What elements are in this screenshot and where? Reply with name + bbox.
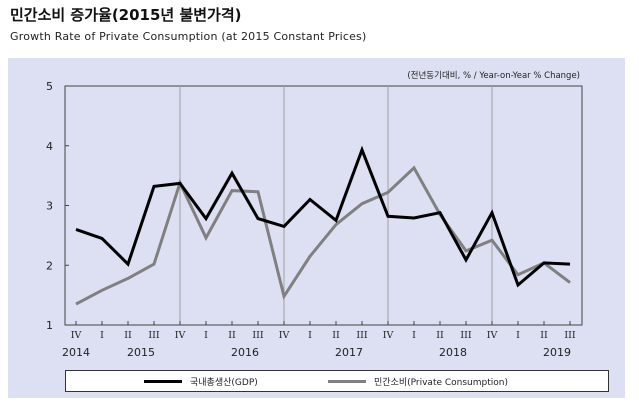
x-tick-label-3: III <box>148 330 160 341</box>
x-tick-label-7: III <box>252 330 264 341</box>
year-label-2016: 2016 <box>231 346 259 359</box>
x-tick-label-11: III <box>356 330 368 341</box>
y-tick-label-2: 2 <box>46 259 53 272</box>
x-tick-label-8: IV <box>279 330 290 341</box>
chart-title: 민간소비 증가율(2015년 불변가격) <box>10 6 242 24</box>
y-tick-label-3: 3 <box>46 200 53 213</box>
x-tick-label-14: II <box>436 330 444 341</box>
legend: 국내총생산(GDP) 민간소비(Private Consumption) <box>65 370 609 392</box>
chart-subtitle: Growth Rate of Private Consumption (at 2… <box>10 30 367 43</box>
legend-item-private-consumption: 민간소비(Private Consumption) <box>328 371 508 391</box>
y-tick-label-5: 5 <box>46 80 53 93</box>
y-tick-label-4: 4 <box>46 140 53 153</box>
year-label-2017: 2017 <box>335 346 363 359</box>
year-label-2014: 2014 <box>62 346 90 359</box>
y-tick-label-1: 1 <box>46 319 53 332</box>
legend-label-gdp: 국내총생산(GDP) <box>190 377 258 388</box>
series-line-private-consumption <box>75 165 571 306</box>
x-tick-label-18: II <box>540 330 548 341</box>
unit-note: (전년동기대비, % / Year-on-Year % Change) <box>407 70 580 81</box>
year-label-2018: 2018 <box>439 346 467 359</box>
x-tick-label-4: IV <box>175 330 186 341</box>
x-tick-label-6: II <box>228 330 236 341</box>
x-tick-label-5: I <box>204 330 208 341</box>
x-tick-label-16: IV <box>487 330 498 341</box>
legend-label-private-consumption: 민간소비(Private Consumption) <box>374 377 508 388</box>
x-tick-label-0: IV <box>71 330 82 341</box>
year-label-2015: 2015 <box>127 346 155 359</box>
x-tick-label-9: I <box>308 330 312 341</box>
plot-panel <box>8 58 625 398</box>
x-tick-label-15: III <box>460 330 472 341</box>
legend-item-gdp: 국내총생산(GDP) <box>144 371 258 391</box>
x-tick-label-1: I <box>100 330 104 341</box>
legend-swatch-gdp <box>144 379 182 383</box>
legend-swatch-private-consumption <box>328 379 366 383</box>
x-tick-label-19: III <box>564 330 576 341</box>
x-tick-label-12: IV <box>383 330 394 341</box>
series-line-gdp <box>75 145 571 288</box>
x-tick-label-17: I <box>516 330 520 341</box>
x-tick-label-13: I <box>412 330 416 341</box>
year-label-2019: 2019 <box>543 346 571 359</box>
x-tick-label-10: II <box>332 330 340 341</box>
plot-frame <box>64 85 583 326</box>
x-tick-label-2: II <box>124 330 132 341</box>
